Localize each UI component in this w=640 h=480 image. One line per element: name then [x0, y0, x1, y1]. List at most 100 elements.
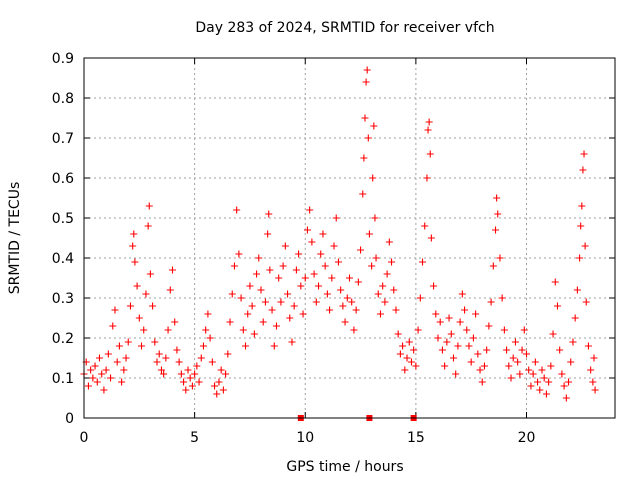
data-point	[222, 370, 230, 378]
data-point	[553, 302, 561, 310]
data-point	[518, 346, 526, 354]
data-point	[483, 346, 491, 354]
data-point	[206, 334, 214, 342]
data-points	[80, 66, 599, 402]
data-point	[414, 326, 422, 334]
data-point	[511, 338, 519, 346]
x-axis-label: GPS time / hours	[286, 459, 403, 475]
data-point	[162, 354, 170, 362]
data-point	[111, 306, 119, 314]
data-point	[169, 266, 176, 274]
data-point	[376, 310, 384, 318]
data-point	[129, 242, 137, 250]
data-point	[461, 306, 469, 314]
y-tick-label: 0.8	[52, 91, 74, 107]
y-tick-label: 0.3	[52, 291, 74, 307]
data-point	[531, 358, 539, 366]
data-point	[438, 346, 446, 354]
data-point	[122, 354, 130, 362]
data-point	[371, 214, 379, 222]
data-point	[474, 350, 482, 358]
data-point	[215, 378, 223, 386]
data-point	[436, 318, 444, 326]
data-point	[536, 386, 544, 394]
data-point	[427, 234, 435, 242]
data-point	[388, 258, 396, 266]
data-point	[246, 282, 254, 290]
data-point	[202, 326, 210, 334]
data-point	[224, 350, 232, 358]
data-point	[242, 342, 250, 350]
data-point	[498, 294, 506, 302]
data-point	[317, 250, 325, 258]
data-point	[571, 314, 579, 322]
data-point	[323, 290, 331, 298]
data-point	[284, 290, 292, 298]
data-point	[177, 370, 185, 378]
data-point	[326, 306, 334, 314]
data-point	[208, 358, 216, 366]
y-tick-label: 0.2	[52, 331, 74, 347]
data-point	[341, 318, 349, 326]
data-point	[494, 210, 502, 218]
data-point	[315, 282, 323, 290]
data-point	[507, 374, 515, 382]
data-point	[100, 386, 108, 394]
data-point	[151, 338, 159, 346]
data-point	[91, 362, 99, 370]
data-point	[310, 270, 318, 278]
data-point	[288, 338, 296, 346]
data-point	[551, 278, 559, 286]
data-point	[478, 378, 486, 386]
data-point	[463, 326, 471, 334]
data-point	[279, 262, 287, 270]
data-point	[509, 354, 517, 362]
data-point	[228, 290, 236, 298]
data-point	[173, 346, 181, 354]
data-point	[476, 366, 484, 374]
data-point	[381, 298, 389, 306]
data-point	[155, 350, 163, 358]
data-point	[412, 362, 420, 370]
data-point	[441, 362, 449, 370]
data-point	[492, 226, 500, 234]
x-tick-label: 0	[80, 430, 89, 446]
data-point	[186, 374, 194, 382]
data-point	[430, 282, 438, 290]
data-point	[394, 330, 402, 338]
data-point	[591, 386, 599, 394]
y-tick-label: 0.9	[52, 51, 74, 67]
data-point	[514, 358, 522, 366]
data-point	[496, 254, 504, 262]
data-point	[485, 322, 493, 330]
data-point	[362, 78, 370, 86]
data-point	[272, 322, 280, 330]
data-point	[230, 262, 238, 270]
data-point	[107, 374, 115, 382]
data-point	[465, 342, 473, 350]
data-point	[500, 326, 508, 334]
data-point	[266, 266, 274, 274]
data-point	[113, 358, 121, 366]
data-point	[149, 302, 157, 310]
data-point	[146, 270, 154, 278]
y-tick-label: 0.5	[52, 211, 74, 227]
data-point	[424, 126, 432, 134]
data-point	[339, 302, 347, 310]
data-point	[237, 294, 245, 302]
data-point	[565, 378, 573, 386]
data-point	[180, 378, 188, 386]
data-point	[445, 314, 453, 322]
data-point	[578, 202, 586, 210]
data-point	[253, 270, 261, 278]
data-point	[319, 230, 327, 238]
data-point	[480, 362, 488, 370]
y-tick-label: 0.4	[52, 251, 74, 267]
y-tick-label: 0.6	[52, 171, 74, 187]
data-point	[312, 298, 320, 306]
data-point	[426, 150, 434, 158]
data-point	[328, 274, 336, 282]
data-point	[153, 358, 161, 366]
data-point	[157, 366, 165, 374]
